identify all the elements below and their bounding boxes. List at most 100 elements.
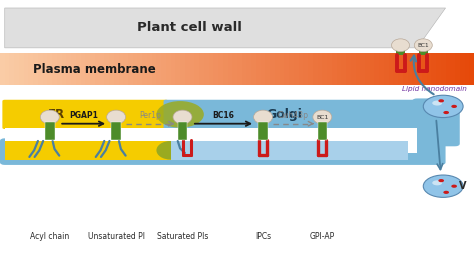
- Bar: [81, 53, 86, 85]
- Ellipse shape: [40, 110, 59, 124]
- Ellipse shape: [156, 101, 204, 128]
- Text: Cwh43p: Cwh43p: [278, 111, 309, 120]
- Bar: [351, 53, 356, 85]
- Bar: [38, 53, 44, 85]
- Bar: [128, 53, 134, 85]
- Text: Unsaturated PI: Unsaturated PI: [88, 232, 145, 241]
- Bar: [133, 53, 138, 85]
- Bar: [284, 53, 290, 85]
- Bar: [19, 53, 25, 85]
- Bar: [460, 53, 465, 85]
- Bar: [178, 122, 187, 140]
- Text: Golgi: Golgi: [266, 108, 302, 121]
- Bar: [152, 53, 157, 85]
- Bar: [346, 53, 352, 85]
- Ellipse shape: [173, 110, 192, 124]
- Bar: [52, 53, 58, 85]
- Bar: [398, 53, 404, 85]
- Ellipse shape: [443, 191, 449, 194]
- Bar: [57, 53, 63, 85]
- Bar: [62, 53, 67, 85]
- Bar: [299, 53, 304, 85]
- Bar: [294, 53, 300, 85]
- Bar: [246, 53, 252, 85]
- Bar: [251, 53, 257, 85]
- Bar: [384, 53, 390, 85]
- Ellipse shape: [423, 95, 463, 118]
- Bar: [100, 53, 105, 85]
- Text: IPCs: IPCs: [255, 232, 271, 241]
- Bar: [237, 53, 243, 85]
- Ellipse shape: [451, 185, 457, 188]
- Text: Saturated PIs: Saturated PIs: [157, 232, 208, 241]
- Bar: [171, 141, 408, 160]
- Bar: [71, 53, 77, 85]
- Ellipse shape: [451, 105, 457, 108]
- Bar: [289, 53, 295, 85]
- Bar: [185, 53, 191, 85]
- Bar: [109, 53, 115, 85]
- Bar: [76, 53, 82, 85]
- Bar: [318, 122, 327, 140]
- Bar: [389, 53, 394, 85]
- Ellipse shape: [432, 101, 442, 106]
- Bar: [396, 49, 405, 55]
- Bar: [156, 53, 162, 85]
- Bar: [446, 53, 451, 85]
- Bar: [360, 53, 366, 85]
- Bar: [469, 53, 474, 85]
- Bar: [218, 53, 224, 85]
- Bar: [47, 53, 53, 85]
- Bar: [190, 53, 195, 85]
- Text: Plant cell wall: Plant cell wall: [137, 22, 242, 34]
- Bar: [199, 53, 205, 85]
- Bar: [422, 53, 428, 85]
- Bar: [104, 53, 110, 85]
- Bar: [232, 53, 238, 85]
- FancyBboxPatch shape: [0, 138, 446, 165]
- Text: Acyl chain: Acyl chain: [30, 232, 69, 241]
- Polygon shape: [5, 8, 446, 48]
- Bar: [242, 53, 247, 85]
- Bar: [256, 53, 262, 85]
- Bar: [95, 53, 100, 85]
- Bar: [209, 53, 214, 85]
- Bar: [166, 53, 172, 85]
- FancyBboxPatch shape: [164, 100, 434, 129]
- Bar: [393, 53, 399, 85]
- Bar: [85, 53, 91, 85]
- Bar: [258, 122, 268, 140]
- Bar: [427, 53, 432, 85]
- Bar: [356, 53, 361, 85]
- Bar: [303, 53, 309, 85]
- Bar: [175, 53, 181, 85]
- Bar: [161, 53, 167, 85]
- Bar: [275, 53, 281, 85]
- Text: BC1: BC1: [418, 43, 429, 48]
- Bar: [5, 141, 417, 153]
- Bar: [436, 53, 442, 85]
- Text: Plasma membrane: Plasma membrane: [34, 63, 156, 76]
- Ellipse shape: [313, 110, 332, 124]
- Bar: [9, 53, 15, 85]
- Bar: [270, 53, 276, 85]
- Text: PGAP1: PGAP1: [69, 111, 98, 120]
- Bar: [412, 53, 418, 85]
- Bar: [419, 49, 428, 55]
- Ellipse shape: [423, 175, 463, 197]
- Bar: [308, 53, 314, 85]
- Ellipse shape: [392, 39, 410, 52]
- Bar: [403, 53, 409, 85]
- Bar: [408, 53, 413, 85]
- Ellipse shape: [156, 141, 185, 160]
- Bar: [455, 53, 461, 85]
- Bar: [194, 53, 200, 85]
- Bar: [180, 53, 186, 85]
- Bar: [417, 53, 423, 85]
- Bar: [370, 53, 375, 85]
- Bar: [337, 53, 342, 85]
- Bar: [66, 53, 72, 85]
- Bar: [5, 141, 171, 160]
- Bar: [171, 53, 176, 85]
- Bar: [341, 53, 347, 85]
